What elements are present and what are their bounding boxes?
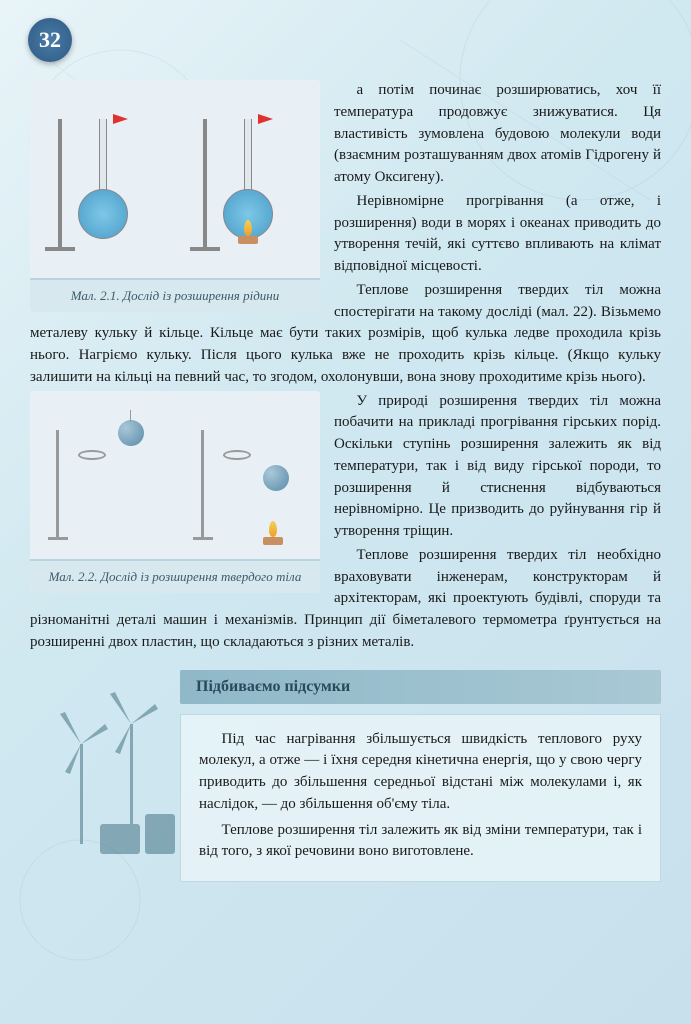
figure-21-image (30, 80, 320, 280)
summary-paragraph-1: Під час нагрівання збільшується швидкіст… (199, 729, 642, 816)
figure-22: Мал. 2.2. Дослід із розширення твердого … (30, 391, 320, 593)
figure-22-image (30, 391, 320, 561)
summary-paragraph-2: Теплове розширення тіл залежить як від з… (199, 820, 642, 864)
figure-21-caption: Мал. 2.1. Дослід із розширення рідини (30, 280, 320, 312)
section-header-summary: Підбиваємо підсумки (180, 670, 661, 704)
figure-22-caption: Мал. 2.2. Дослід із розширення твердого … (30, 561, 320, 593)
page-number-badge: 32 (28, 18, 72, 62)
page-content: Мал. 2.1. Дослід із розширення рідини а … (30, 80, 661, 1004)
summary-box: Під час нагрівання збільшується швидкіст… (180, 714, 661, 883)
figure-21: Мал. 2.1. Дослід із розширення рідини (30, 80, 320, 312)
wind-turbine-decoration (50, 664, 190, 864)
